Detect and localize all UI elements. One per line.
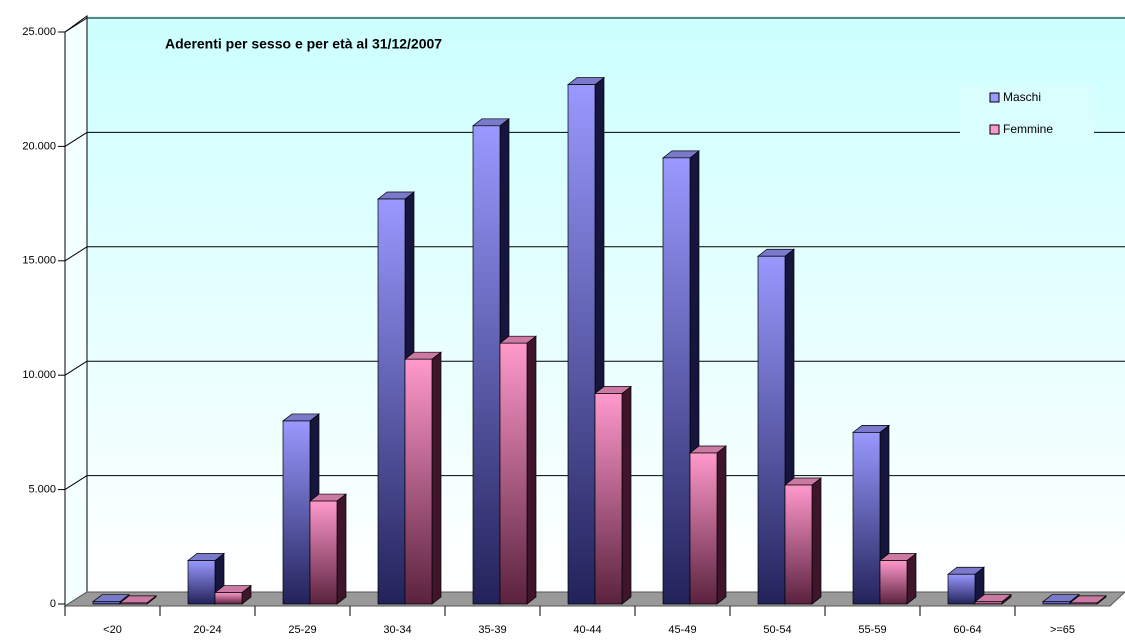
y-tick-label: 0	[50, 598, 56, 610]
grid-line	[64, 475, 88, 491]
bar-side	[621, 385, 632, 605]
bar	[472, 125, 501, 605]
bar-side	[431, 351, 442, 605]
legend-label: Maschi	[1003, 90, 1041, 104]
y-tick-label: 5.000	[28, 484, 56, 496]
x-tick-label: 30-34	[383, 624, 411, 636]
bar	[309, 500, 338, 605]
grid-line	[64, 360, 88, 376]
bar	[377, 198, 406, 605]
bar	[879, 560, 908, 605]
y-tick-label: 25.000	[22, 26, 56, 38]
grid-line	[64, 17, 88, 33]
x-tick-label: >=65	[1050, 624, 1075, 636]
bar	[1069, 602, 1098, 605]
x-tick-label: 50-54	[763, 624, 791, 636]
bar	[757, 255, 786, 605]
y-tick-label: 20.000	[22, 140, 56, 152]
x-tick-label: <20	[103, 624, 122, 636]
grid-line	[64, 246, 88, 262]
legend-label: Femmine	[1003, 122, 1053, 136]
chart-title: Aderenti per sesso e per età al 31/12/20…	[165, 36, 442, 52]
bar	[119, 602, 148, 605]
bar-side	[526, 335, 537, 605]
x-tick-label: 40-44	[573, 624, 601, 636]
bar	[567, 84, 596, 605]
x-tick-label: 60-64	[953, 624, 981, 636]
bar	[662, 157, 691, 605]
x-tick-label: 25-29	[288, 624, 316, 636]
x-tick-label: 20-24	[193, 624, 221, 636]
bar-side	[336, 493, 347, 605]
bar-side	[716, 445, 727, 605]
bar-side	[811, 477, 822, 605]
bar	[852, 432, 881, 605]
grid-line	[64, 131, 88, 147]
bar	[1042, 601, 1071, 605]
bar	[282, 420, 311, 605]
bar	[594, 393, 623, 605]
bar	[974, 601, 1003, 605]
bar	[784, 484, 813, 605]
legend-swatch	[989, 124, 1000, 135]
x-tick-label: 55-59	[858, 624, 886, 636]
x-tick-label: 45-49	[668, 624, 696, 636]
legend-swatch	[989, 92, 1000, 103]
bar	[187, 560, 216, 605]
bar	[947, 573, 976, 605]
legend-box	[960, 85, 1094, 145]
bar	[499, 342, 528, 605]
bar-side	[906, 552, 917, 605]
x-tick-label: 35-39	[478, 624, 506, 636]
bar	[92, 601, 121, 605]
side-wall	[64, 15, 88, 607]
bar	[404, 358, 433, 605]
y-tick-label: 15.000	[22, 255, 56, 267]
y-tick-label: 10.000	[22, 369, 56, 381]
bar	[689, 452, 718, 605]
bar	[214, 592, 243, 605]
